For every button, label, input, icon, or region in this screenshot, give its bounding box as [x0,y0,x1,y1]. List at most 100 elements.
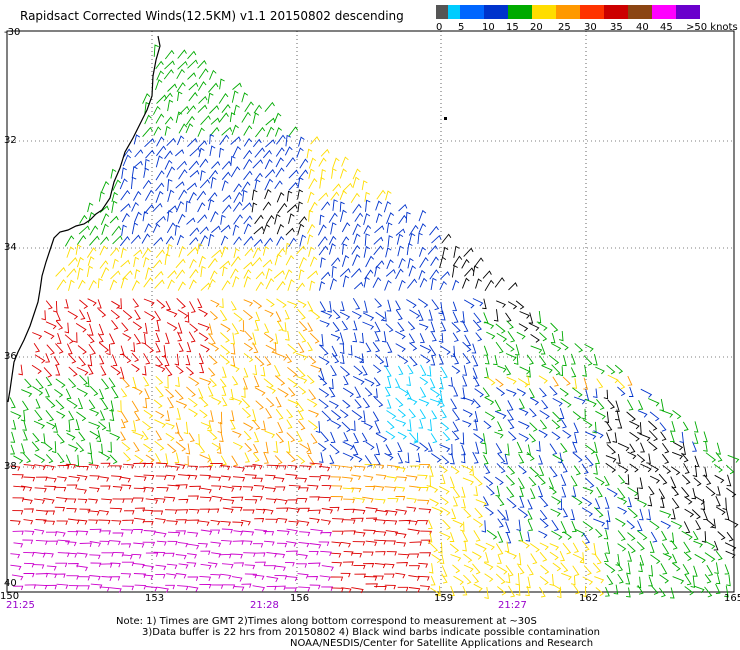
wind-barb [319,344,329,356]
wind-barb [56,583,69,589]
wind-barb [396,476,408,482]
wind-barb [144,311,156,321]
wind-barb [636,576,642,589]
wind-barb [274,486,286,491]
wind-barb [594,553,602,565]
wind-barb [33,343,41,353]
wind-barb [34,487,47,493]
wind-barb [684,496,693,505]
wind-barb [11,574,24,581]
wind-barb [133,386,143,395]
wind-barb [156,70,165,81]
wind-barb [266,298,275,308]
wind-barb [120,411,129,423]
wind-barb [339,168,347,179]
wind-barb [264,178,274,191]
wind-barb [285,575,298,582]
wind-barb [188,586,199,592]
wind-barb [309,517,320,524]
wind-barb [309,496,320,501]
wind-barb [383,356,389,368]
wind-barb [539,355,547,366]
wind-barb [166,322,178,331]
wind-barb [265,268,273,280]
wind-barb [548,477,555,489]
wind-barb [176,407,181,420]
wind-barb [143,530,156,536]
wind-barb [320,148,330,157]
wind-barb [156,136,165,147]
wind-barb [343,432,349,442]
wind-barb [89,575,101,581]
wind-barb [485,506,494,516]
wind-barb [10,520,21,526]
wind-barb [409,485,422,492]
wind-barb [364,387,373,397]
wind-barb [516,388,527,397]
wind-barb [111,200,118,213]
wind-barb [364,191,371,202]
wind-barb [585,398,597,408]
wind-barb [208,169,218,180]
wind-barb [108,377,116,388]
wind-barb [207,192,218,202]
wind-barb [197,60,207,69]
wind-barb [396,562,409,567]
wind-barb [318,375,328,386]
wind-barb [297,300,307,308]
wind-barb [549,574,554,586]
wind-barb [572,495,583,506]
wind-barb [241,92,249,103]
wind-barb [660,563,668,575]
wind-barb [152,202,163,212]
wind-barb [351,552,363,558]
wind-barb [670,520,683,530]
wind-barb [691,487,697,500]
wind-barb [571,487,577,497]
wind-barb [100,462,111,468]
wind-barb [351,410,363,421]
wind-barb [353,564,366,570]
wind-barb [321,508,333,514]
wind-barb [526,576,531,589]
wind-barb [211,249,223,259]
wind-barb [243,552,256,558]
wind-barb [627,451,637,460]
wind-barb [593,441,598,454]
wind-barb [560,442,568,453]
wind-barb [525,586,530,597]
wind-barb [429,378,436,389]
wind-barb [724,585,729,598]
wind-barb [264,356,272,366]
wind-barb [287,464,298,470]
wind-barb [145,498,159,504]
wind-barb [395,343,406,352]
wind-barb [231,485,243,491]
wind-barb [428,541,439,553]
wind-barb [495,485,501,497]
wind-barb [607,399,615,410]
wind-barb [473,530,481,542]
wind-barb [670,476,677,489]
wind-barb [55,399,65,410]
wind-barb [87,247,97,258]
wind-barb [97,333,104,343]
wind-barb [340,301,345,311]
wind-barb [320,431,329,443]
wind-barb [406,506,417,512]
wind-barb [526,354,534,365]
wind-barb [209,310,219,321]
legend-label: 25 [558,22,571,33]
wind-barb [431,554,442,564]
wind-barb [232,276,240,288]
wind-barb [363,276,370,288]
wind-barb [649,520,660,531]
wind-barb [595,528,603,538]
lon-label: 165 [724,593,740,604]
wind-barb [265,498,277,504]
wind-barb [167,178,173,192]
wind-barb [207,257,218,269]
wind-barb [395,309,403,321]
wind-barb [539,465,545,476]
wind-barb [88,399,96,410]
